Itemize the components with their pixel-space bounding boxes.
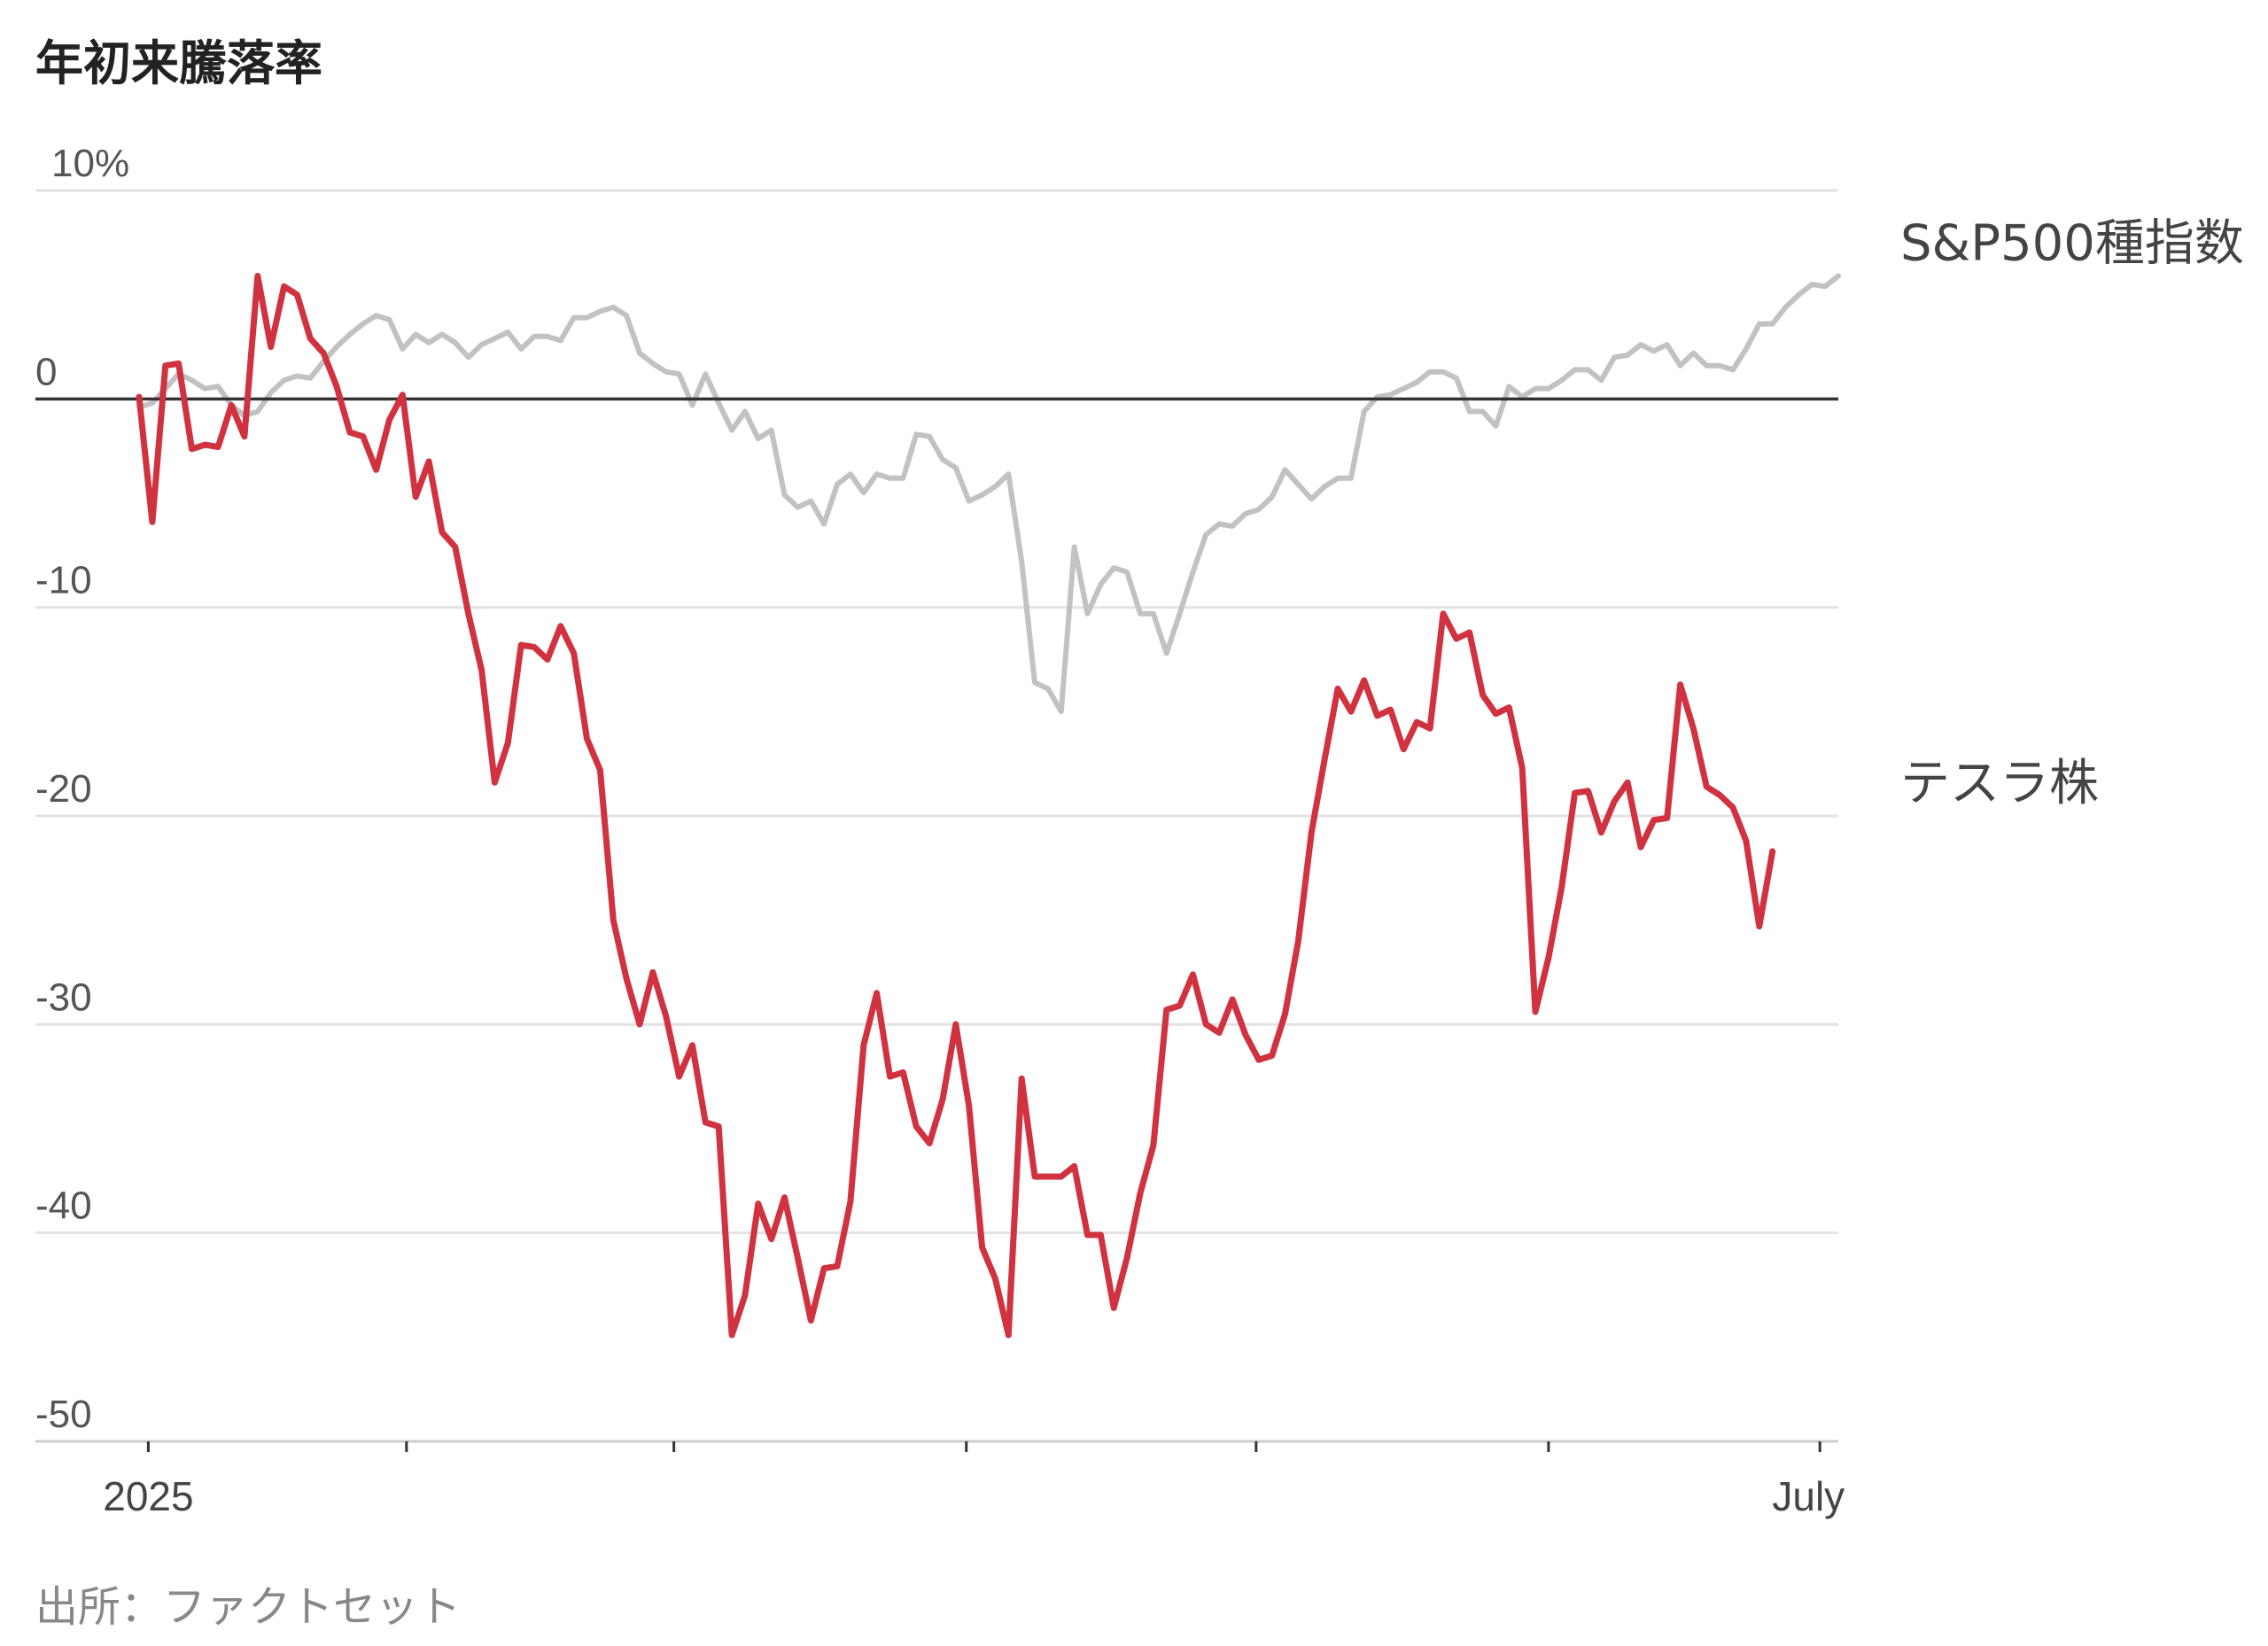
y-tick-label: -10 bbox=[35, 559, 92, 602]
series-line bbox=[136, 273, 1776, 1339]
y-tick-label: -50 bbox=[35, 1393, 92, 1436]
x-tick-label: 2025 bbox=[103, 1473, 193, 1519]
y-tick-label: 0 bbox=[35, 350, 57, 393]
chart-title: 年初来騰落率 bbox=[35, 35, 322, 91]
series-label: テスラ株 bbox=[1900, 755, 2099, 812]
y-tick-label: -20 bbox=[35, 767, 92, 811]
y-tick-label: 10% bbox=[51, 142, 129, 185]
series-label: S&P500種指数 bbox=[1900, 214, 2244, 272]
source-note: 出所：ファクトセット bbox=[35, 1582, 461, 1632]
series-layer bbox=[35, 273, 1841, 1339]
grid-layer bbox=[35, 189, 1838, 1235]
series-line bbox=[136, 273, 1841, 715]
x-tick-label: July bbox=[1772, 1473, 1845, 1519]
y-tick-label: -40 bbox=[35, 1184, 92, 1228]
y-tick-label: -30 bbox=[35, 975, 92, 1019]
axis-layer bbox=[35, 1440, 1838, 1452]
